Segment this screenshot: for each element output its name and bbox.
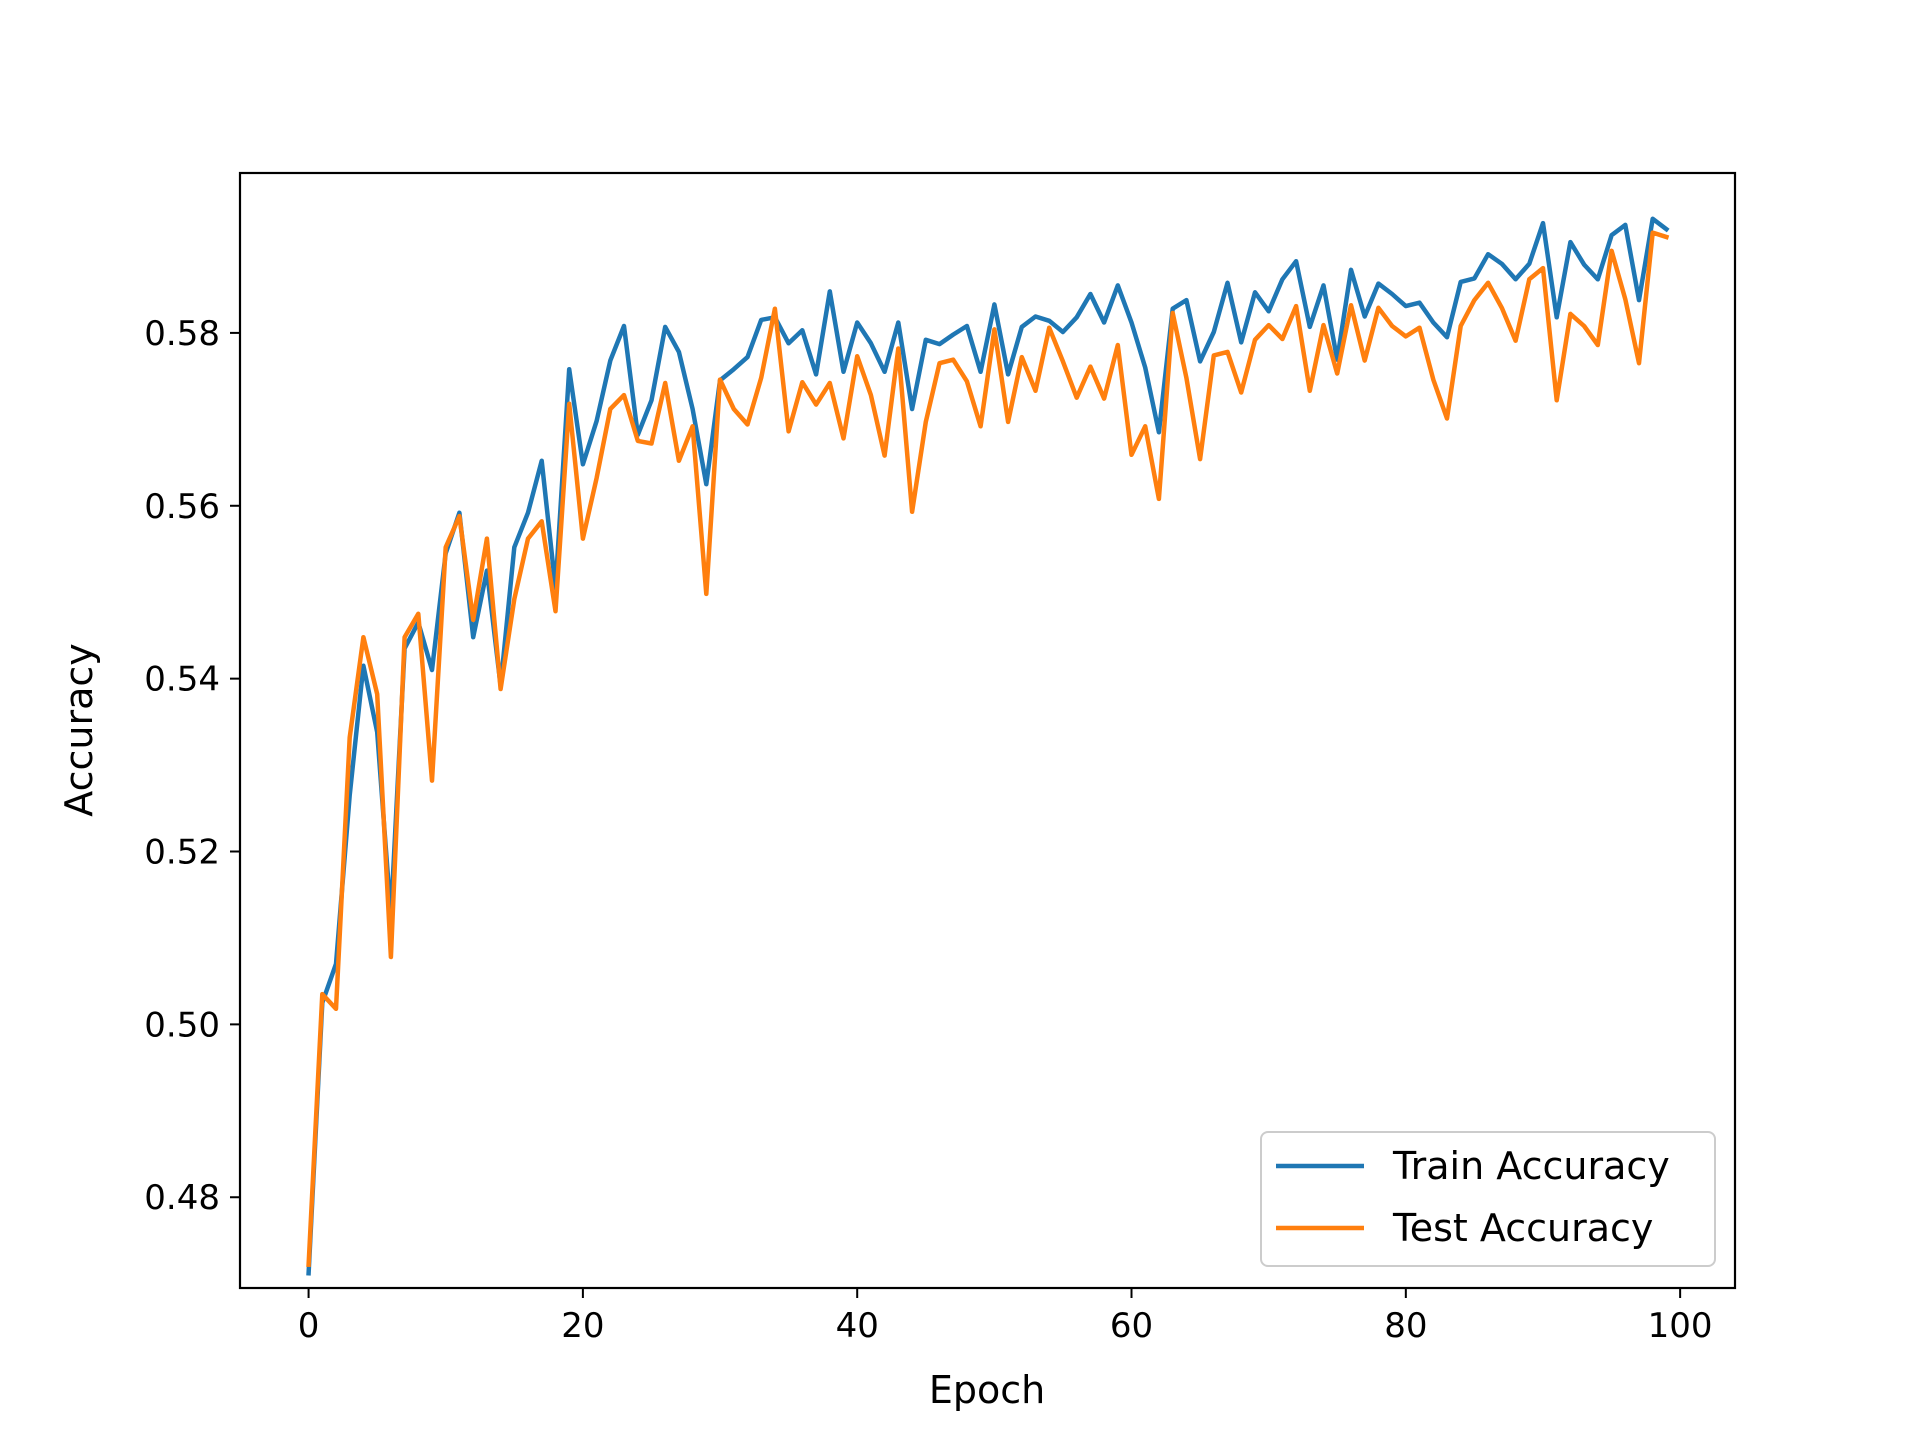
x-axis-label: Epoch bbox=[929, 1368, 1045, 1412]
x-tick-label: 20 bbox=[561, 1306, 604, 1346]
y-axis-label: Accuracy bbox=[57, 643, 101, 817]
x-tick-label: 80 bbox=[1384, 1306, 1427, 1346]
x-tick-label: 60 bbox=[1110, 1306, 1153, 1346]
y-axis-ticks: 0.48 0.50 0.52 0.54 0.56 0.58 bbox=[144, 314, 240, 1218]
plot-frame bbox=[238, 171, 1737, 1290]
series-layer bbox=[306, 216, 1670, 1276]
x-tick-label: 0 bbox=[298, 1306, 320, 1346]
y-tick-label: 0.56 bbox=[144, 487, 220, 527]
x-axis-ticks: 0 20 40 60 80 100 bbox=[298, 1288, 1713, 1346]
y-tick-label: 0.54 bbox=[144, 660, 220, 700]
legend-label-test: Test Accuracy bbox=[1392, 1206, 1653, 1250]
test-accuracy-line bbox=[306, 230, 1670, 1268]
legend: Train Accuracy Test Accuracy bbox=[1260, 1131, 1716, 1267]
y-tick-label: 0.48 bbox=[144, 1178, 220, 1218]
y-tick-label: 0.58 bbox=[144, 314, 220, 354]
legend-box bbox=[1260, 1131, 1716, 1267]
x-tick-label: 100 bbox=[1648, 1306, 1713, 1346]
train-accuracy-line bbox=[306, 216, 1670, 1276]
x-tick-label: 40 bbox=[836, 1306, 879, 1346]
legend-label-train: Train Accuracy bbox=[1392, 1144, 1670, 1188]
y-tick-label: 0.50 bbox=[144, 1005, 220, 1045]
y-tick-label: 0.52 bbox=[144, 833, 220, 873]
